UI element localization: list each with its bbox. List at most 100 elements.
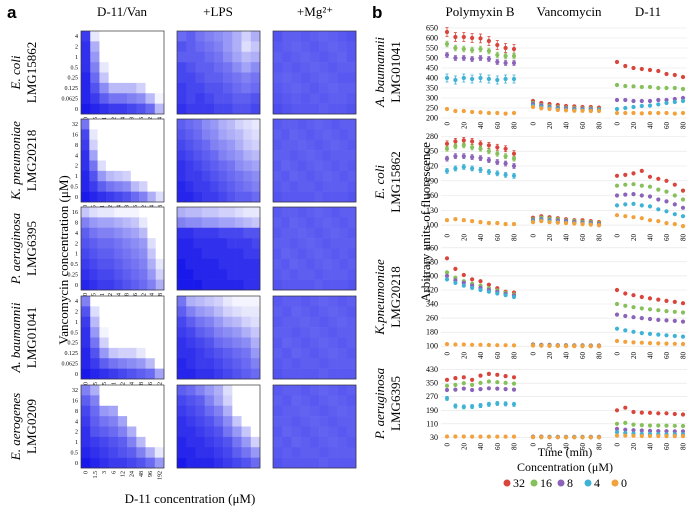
heatmap-cell <box>117 426 128 438</box>
heatmap-cell <box>145 405 156 417</box>
heatmap-cell <box>136 82 146 94</box>
heatmap-cell <box>282 327 292 338</box>
data-point <box>511 294 517 300</box>
heatmap-cell <box>210 119 219 130</box>
data-point <box>530 104 536 110</box>
heatmap-cell <box>282 296 292 307</box>
data-point <box>647 316 653 322</box>
data-point <box>664 341 669 346</box>
data-point <box>539 343 544 348</box>
heatmap-cell <box>186 416 196 427</box>
heatmap-cell <box>154 358 165 369</box>
heatmap-x-tick: 2 <box>121 382 127 385</box>
heatmap-cell <box>300 327 311 338</box>
scatter-y-tick: 580 <box>426 257 438 266</box>
heatmap-cell <box>251 150 261 161</box>
heatmap-cell <box>213 347 224 359</box>
heatmap-cell <box>273 416 283 427</box>
heatmap-cell <box>81 129 90 141</box>
heatmap-cell <box>204 62 215 73</box>
heatmap-cell <box>347 269 357 280</box>
data-point <box>478 220 483 225</box>
heatmap-cell <box>322 258 332 270</box>
heatmap-cell <box>154 72 165 84</box>
heatmap-cell <box>282 436 292 448</box>
heatmap-cell <box>213 405 224 417</box>
heatmap-cell <box>223 93 233 104</box>
heatmap-cell <box>105 181 115 192</box>
heatmap-cell <box>346 296 357 307</box>
heatmap-x-tick: 4 <box>121 117 127 120</box>
data-point <box>614 213 620 218</box>
heatmap-cell <box>273 296 283 307</box>
data-point <box>647 428 653 433</box>
scatter-x-tick: 0 <box>614 234 622 238</box>
heatmap-cell <box>235 160 244 172</box>
data-point <box>639 340 644 345</box>
heatmap-cell <box>89 160 98 172</box>
heatmap-cell <box>97 129 107 141</box>
data-point <box>631 65 636 71</box>
heatmap-cell <box>130 217 140 229</box>
heatmap-row-species: A. baumannii <box>8 302 23 373</box>
data-point <box>503 45 508 51</box>
heatmap-cell <box>250 447 261 458</box>
data-point <box>572 435 577 440</box>
heatmap-cell <box>127 426 137 438</box>
scatter-x-tick: 0 <box>444 352 452 356</box>
heatmap-cell <box>339 217 348 229</box>
heatmap-cell <box>177 238 186 249</box>
heatmap-cell <box>97 170 107 182</box>
heatmap-cell <box>241 51 252 63</box>
heatmap-cell <box>136 327 146 338</box>
heatmap-cell <box>147 139 156 151</box>
heatmap-cell <box>99 457 109 469</box>
scatter-x-tick: 60 <box>663 234 671 242</box>
heatmap-cell <box>346 316 357 328</box>
heatmap-cell <box>273 436 283 448</box>
data-point <box>614 203 620 208</box>
heatmap-cell <box>232 316 242 328</box>
data-point <box>672 85 677 91</box>
heatmap-cell <box>306 181 315 192</box>
legend-title: Concentration (μM) <box>517 460 613 474</box>
heatmap-cell <box>223 103 233 115</box>
heatmap-cell <box>204 72 215 84</box>
heatmap-cell <box>314 258 324 270</box>
heatmap-cell <box>177 358 187 369</box>
heatmap-cell <box>273 248 282 260</box>
data-point <box>453 55 458 61</box>
heatmap-cell <box>114 160 123 172</box>
data-point <box>495 110 500 116</box>
heatmap-cell <box>281 139 290 151</box>
heatmap-row-label: E. coli LMG15862 <box>8 42 39 103</box>
heatmap-cell <box>289 119 299 130</box>
heatmap-cell <box>139 139 148 151</box>
heatmap-frame <box>80 206 165 291</box>
heatmap-cell <box>339 129 348 141</box>
heatmap-cell <box>300 358 311 369</box>
data-point <box>555 220 560 225</box>
data-point <box>444 75 450 81</box>
heatmap-cell <box>185 207 194 218</box>
heatmap-cell <box>154 306 165 318</box>
heatmap-cell <box>90 368 100 380</box>
data-point <box>486 149 491 154</box>
scatter-y-tick: 660 <box>426 243 438 252</box>
heatmap-cell <box>204 358 215 369</box>
heatmap-x-tick: 4 <box>116 205 122 208</box>
heatmap-cell <box>213 82 224 94</box>
heatmap-cell <box>108 72 119 84</box>
data-point <box>453 434 458 439</box>
heatmap-cell <box>154 337 165 349</box>
heatmap-cell <box>127 103 137 115</box>
heatmap-cell <box>210 258 219 270</box>
heatmap-y-tick: 0.25 <box>68 76 79 82</box>
data-point <box>478 146 483 151</box>
heatmap-y-tick: 1 <box>75 174 78 180</box>
heatmap-cell <box>195 416 205 427</box>
heatmap-cell <box>243 227 252 239</box>
heatmap-cell <box>105 269 115 280</box>
heatmap-cell <box>306 150 315 161</box>
data-point <box>664 209 669 214</box>
